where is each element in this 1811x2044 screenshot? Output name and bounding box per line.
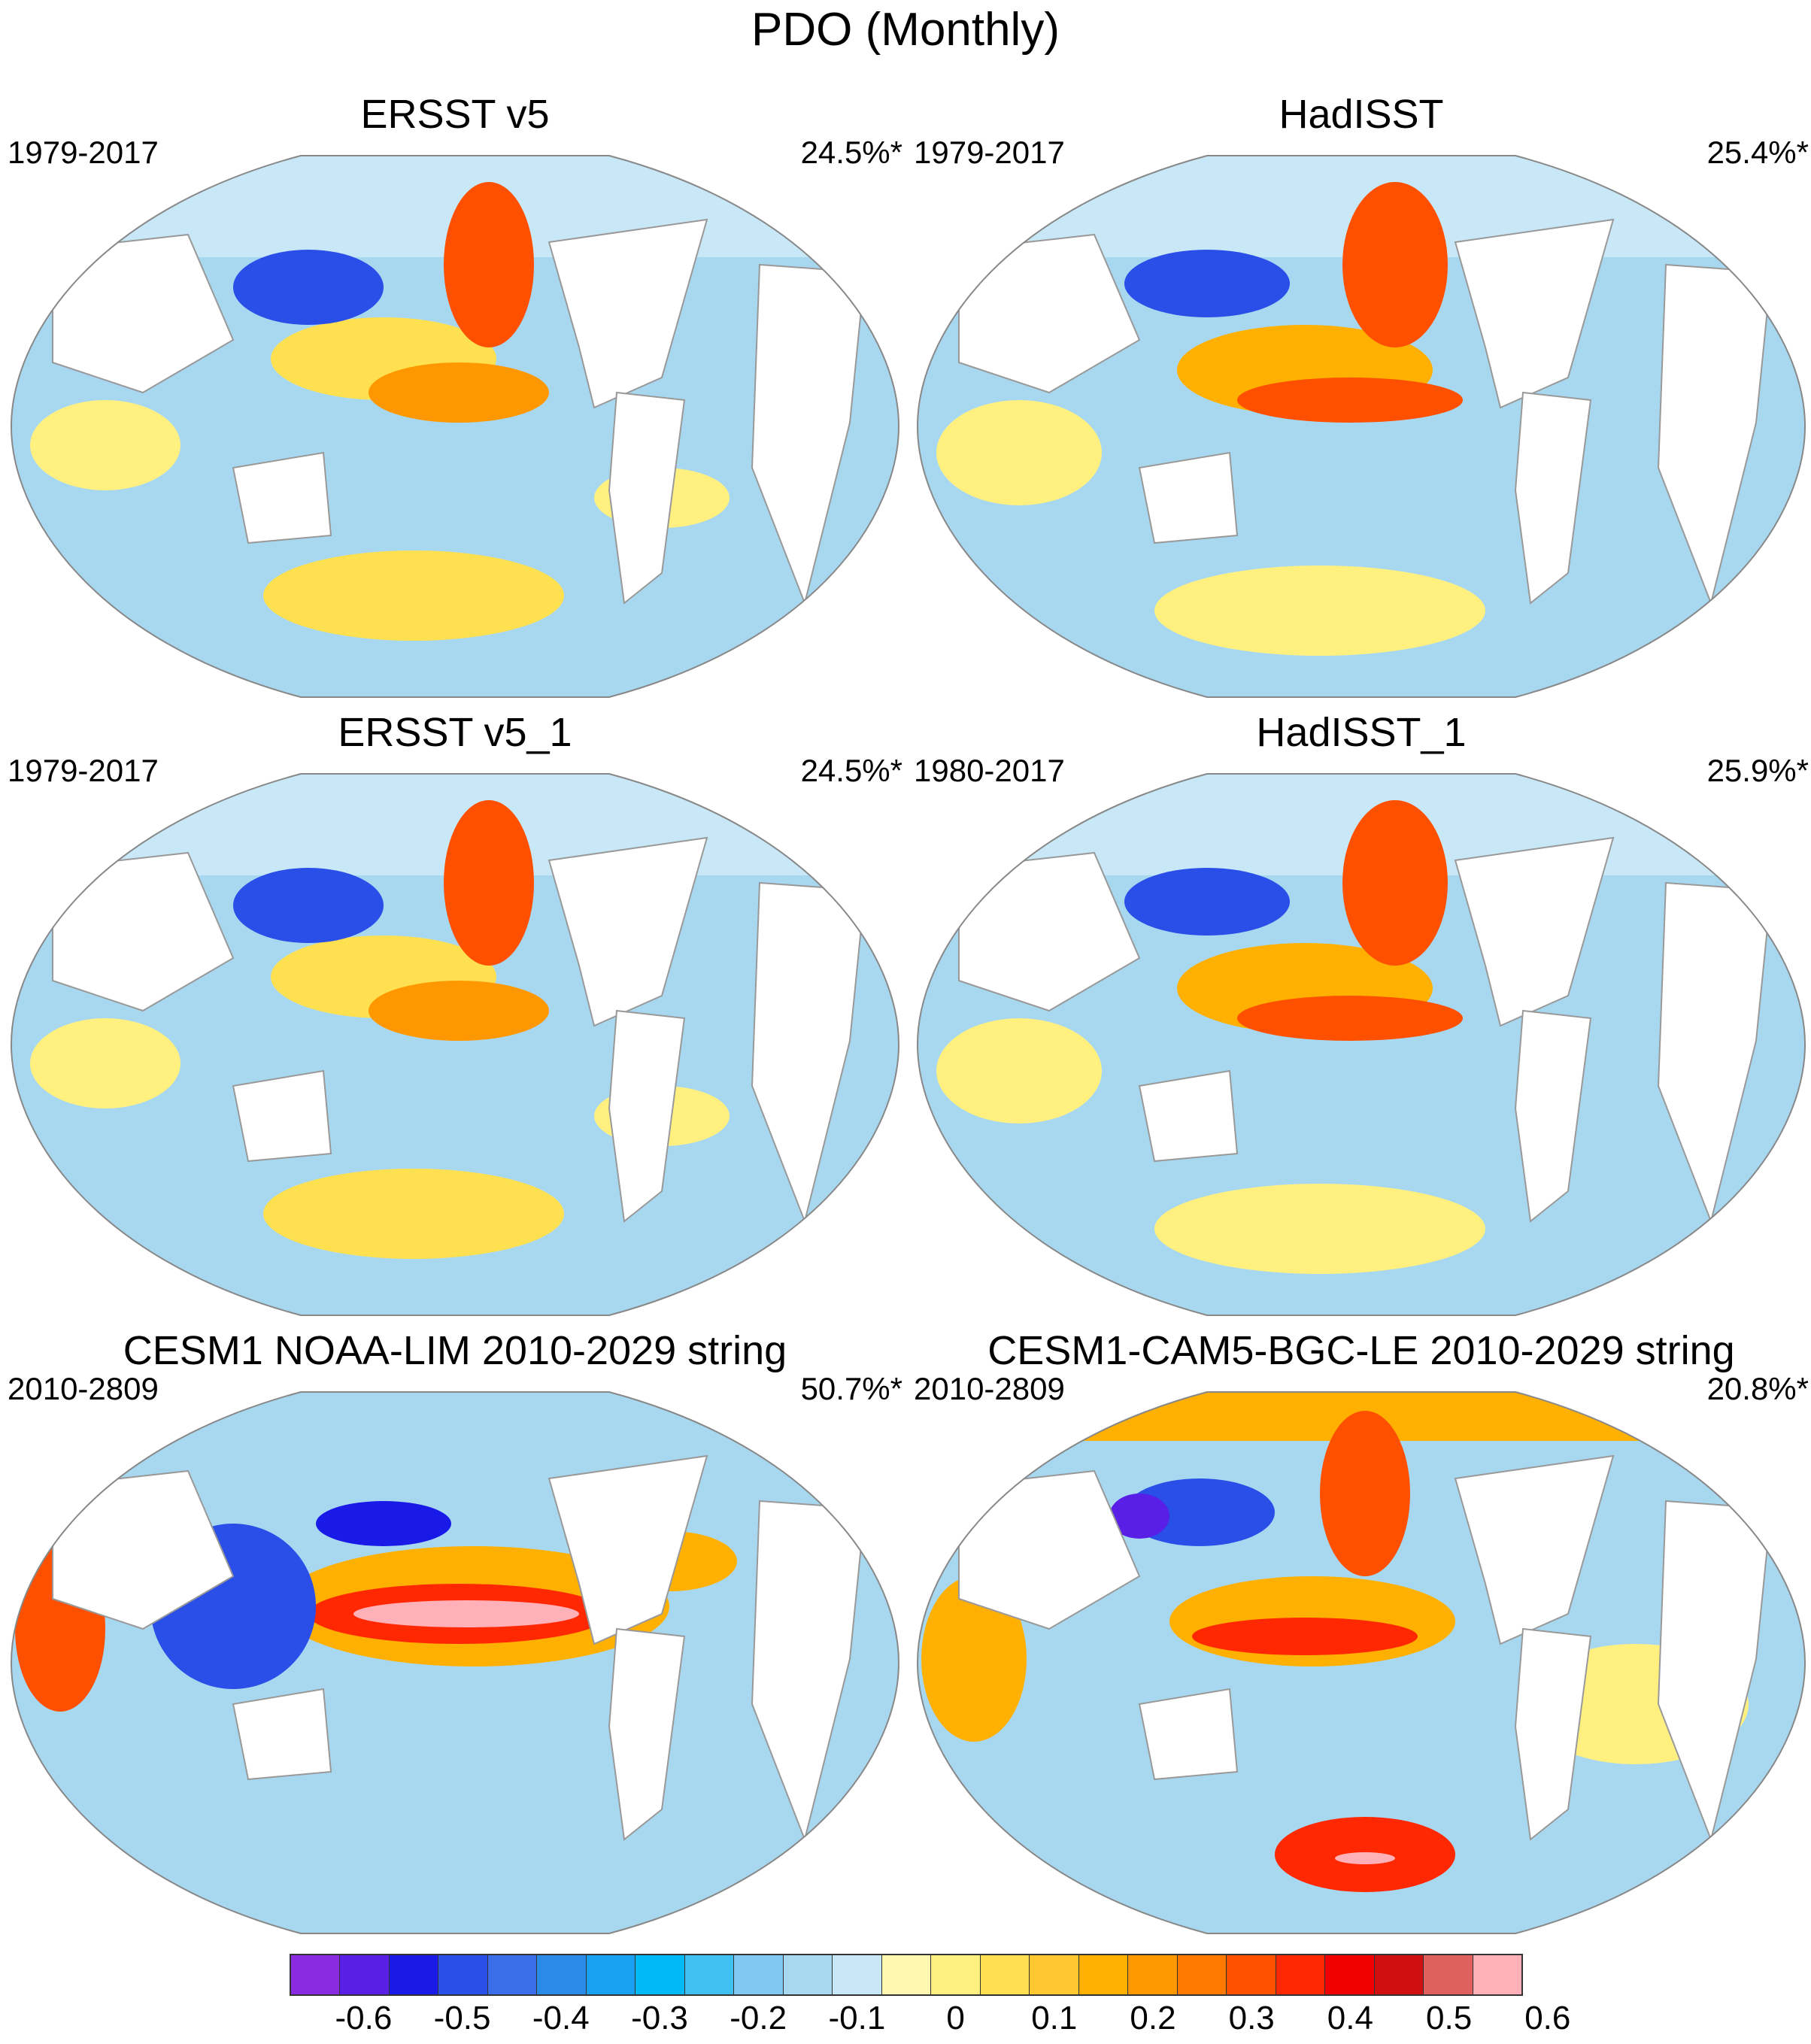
panel-title: CESM1 NOAA-LIM 2010-2029 string [123,1328,787,1373]
map-svg [10,155,900,698]
panel-period: 1979-2017 [8,135,159,170]
colorbar-box [291,1955,341,1994]
panel-cesm1-cam5-bgc-le: CESM1-CAM5-BGC-LE 2010-2029 string 2010-… [914,1327,1809,1934]
panel-variance: 50.7%* [800,1371,902,1406]
colorbar-box [783,1955,833,1994]
panel-period: 1980-2017 [914,753,1065,788]
colorbar-box [586,1955,636,1994]
colorbar-box [487,1955,538,1994]
colorbar-tick-label: -0.6 [335,2000,393,2036]
colorbar-box [1473,1955,1522,1994]
map-svg [10,1391,900,1934]
panel-title: HadISST [1279,92,1444,137]
panel-title: ERSST v5_1 [338,710,572,755]
colorbar-labels: -0.6 -0.5 -0.4 -0.3 -0.2 -0.1 0 0.1 0.2 0.3 0.4 0.5… [290,1997,1570,2042]
panel-period: 1979-2017 [914,135,1065,170]
colorbar-tick-label: 0.5 [1426,2000,1473,2036]
colorbar-tick-label: -0.1 [828,2000,886,2036]
colorbar-box [881,1955,932,1994]
colorbar-box [734,1955,784,1994]
colorbar-tick-label: -0.2 [730,2000,787,2036]
pdo-map [8,1388,902,1937]
colorbar-box [1276,1955,1326,1994]
panel-title: ERSST v5 [360,92,550,137]
colorbar-box [1325,1955,1375,1994]
panel-period: 2010-2809 [8,1371,159,1406]
panel-title: CESM1-CAM5-BGC-LE 2010-2029 string [987,1328,1735,1373]
panel-period: 1979-2017 [8,753,159,788]
figure-title: PDO (Monthly) [751,4,1060,56]
panel-period: 2010-2809 [914,1371,1065,1406]
panel-ersst-v5-1: ERSST v5_1 1979-2017 24.5%* [8,708,902,1316]
panel-ersst-v5: ERSST v5 1979-2017 24.5%* [8,90,902,698]
colorbar-tick-label: 0.4 [1327,2000,1373,2036]
pdo-map [8,770,902,1319]
colorbar-box [1424,1955,1473,1994]
colorbar-box [1177,1955,1227,1994]
colorbar-box [931,1955,981,1994]
colorbar-tick-label: 0 [946,2000,965,2036]
colorbar-box [684,1955,735,1994]
panel-variance: 24.5%* [800,135,902,170]
colorbar-box [1374,1955,1424,1994]
colorbar-tick-label: -0.5 [433,2000,491,2036]
colorbar-tick-label: -0.3 [631,2000,688,2036]
pdo-map [914,1388,1809,1937]
colorbar-tick-label: 0.1 [1031,2000,1078,2036]
colorbar-box [636,1955,685,1994]
map-svg [916,773,1806,1316]
panel-variance: 25.4%* [1706,135,1809,170]
colorbar-box [980,1955,1030,1994]
panel-hadisst: HadISST 1979-2017 25.4%* [914,90,1809,698]
pdo-map [914,770,1809,1319]
colorbar [290,1954,1523,1996]
colorbar-box [1030,1955,1079,1994]
map-svg [916,1391,1806,1934]
colorbar-box [537,1955,587,1994]
colorbar-box [438,1955,488,1994]
colorbar-box [1078,1955,1129,1994]
colorbar-box [340,1955,390,1994]
map-svg [916,155,1806,698]
colorbar-box [1227,1955,1276,1994]
colorbar-box [389,1955,439,1994]
panel-title: HadISST_1 [1256,710,1467,755]
pdo-map [8,152,902,701]
panel-cesm1-noaa-lim: CESM1 NOAA-LIM 2010-2029 string 2010-280… [8,1327,902,1934]
panel-variance: 24.5%* [800,753,902,788]
panel-variance: 20.8%* [1706,1371,1809,1406]
pdo-map [914,152,1809,701]
colorbar-tick-label: 0.3 [1228,2000,1275,2036]
map-svg [10,773,900,1316]
colorbar-tick-label: 0.2 [1130,2000,1176,2036]
panel-variance: 25.9%* [1706,753,1809,788]
colorbar-tick-label: -0.4 [532,2000,590,2036]
colorbar-tick-label: 0.6 [1524,2000,1571,2036]
colorbar-box [1128,1955,1178,1994]
panel-hadisst-1: HadISST_1 1980-2017 25.9%* [914,708,1809,1316]
colorbar-box [833,1955,882,1994]
